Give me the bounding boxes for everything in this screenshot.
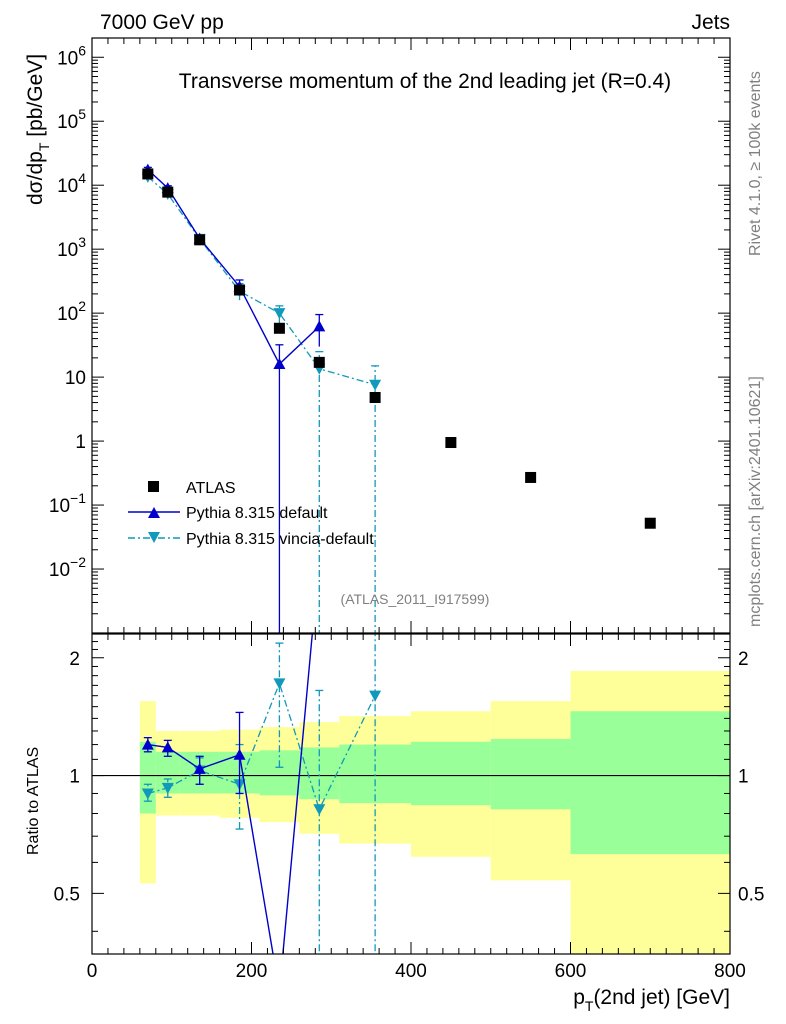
y-axis-label-main: dσ/dp [24,151,47,205]
y-axis-label-rest: [pb/GeV] [24,54,47,143]
analysis-watermark: (ATLAS_2011_I917599) [341,591,490,607]
ratio-vincia-point-6 [369,690,382,702]
y-tick-label-base-5: 10 [65,368,86,389]
y-axis-label-sub: T [36,142,52,151]
x-tick-label-3: 600 [555,961,587,982]
ratio-uncertainty-bands [92,671,730,954]
legend-marker-default [148,507,160,518]
atlas-point-6 [369,392,381,404]
y-tick-label-0: 106 [57,42,86,69]
series-vincia-line [147,176,376,386]
y-tick-label-exp-1: 5 [78,106,86,122]
legend-label-vincia: Pythia 8.315 vincia-default [186,531,374,548]
y-axis-label: dσ/dpT [pb/GeV] [24,54,52,205]
atlas-point-3 [234,284,246,296]
x-axis-label-main: p [573,986,585,1009]
legend-marker-vincia [148,532,160,543]
ratio-tick-label-right-1: 1 [738,767,749,788]
ratio-default-point-3 [233,748,246,760]
atlas-point-5 [313,356,325,368]
y-tick-label-5: 10 [65,368,86,389]
y-tick-label-8: 10−2 [49,554,86,581]
main-panel-data [141,163,656,633]
y-tick-label-base-4: 10 [57,304,78,325]
default-point-5 [313,320,326,332]
ratio-y-axis-label: Ratio to ATLAS [25,747,42,855]
y-tick-label-base-2: 10 [57,176,78,197]
y-tick-label-exp-4: 2 [78,298,86,314]
header-left: 7000 GeV pp [100,11,224,34]
ratio-tick-label-right-2: 0.5 [738,884,764,905]
y-tick-label-exp-8: −2 [70,554,86,570]
ratio-default-point-4 [273,986,285,997]
vincia-point-4 [273,308,286,320]
y-tick-label-base-0: 10 [57,48,78,69]
atlas-point-8 [525,471,537,483]
y-tick-label-base-3: 10 [57,240,78,261]
legend-marker-atlas [148,481,159,492]
band-green-4 [259,750,300,796]
ratio-default-point-0 [141,738,154,750]
ratio-default-point-2 [193,762,206,774]
y-tick-label-exp-2: 4 [78,170,86,186]
ratio-vincia-point-5 [313,804,326,816]
y-tick-label-base-8: 10 [49,560,70,581]
ratio-tick-label-left-2: 0.5 [54,884,80,905]
x-tick-label-4: 800 [714,961,746,982]
ratio-tick-label-left-1: 1 [69,767,80,788]
atlas-point-0 [142,168,154,180]
ratio-vincia-point-4 [273,678,286,690]
band-green-7 [411,741,491,806]
y-tick-label-base-7: 10 [49,496,70,517]
default-point-4 [273,358,286,370]
x-tick-label-2: 400 [395,961,427,982]
band-green-9 [570,711,730,855]
band-green-1 [155,751,180,794]
y-tick-label-exp-3: 3 [78,234,86,250]
legend-label-default: Pythia 8.315 default [186,505,328,522]
band-green-8 [490,739,571,810]
ratio-vincia-point-1 [161,782,174,794]
y-tick-label-2: 104 [57,170,86,197]
y-tick-label-base-6: 1 [75,432,86,453]
ratio-tick-label-left-0: 2 [69,649,80,670]
x-tick-label-1: 200 [236,961,268,982]
y-tick-label-3: 103 [57,234,86,261]
y-tick-label-exp-0: 6 [78,42,86,58]
series-default-line [147,169,320,366]
x-axis-label: pT(2nd jet) [GeV] [573,986,730,1014]
ratio-vincia-point-0 [141,788,154,800]
ratio-default-line [147,634,313,954]
y-tick-label-4: 102 [57,298,86,325]
header-right: Jets [691,11,730,34]
axes-ticks: 0 200 400 600 80010610510410310210110−110−22… [49,37,764,982]
mcplots-label: mcplots.cern.ch [arXiv:2401.10621] [747,376,764,627]
atlas-point-2 [194,234,206,246]
y-tick-label-1: 105 [57,106,86,133]
x-tick-label-0: 0 [87,961,98,982]
legend-label-atlas: ATLAS [186,480,236,497]
atlas-point-4 [273,322,285,334]
y-tick-label-7: 10−1 [49,490,86,517]
atlas-point-9 [644,517,656,529]
atlas-point-7 [445,437,457,449]
y-tick-label-exp-7: −1 [70,490,86,506]
vincia-point-6 [369,379,382,391]
band-green-0 [139,741,156,814]
ratio-default-point-1 [161,741,174,753]
x-axis-label-sub: T [585,998,594,1014]
y-tick-label-base-1: 10 [57,112,78,133]
chart-title: Transverse momentum of the 2nd leading j… [179,70,671,93]
y-tick-label-6: 1 [75,432,86,453]
rivet-label: Rivet 4.1.0, ≥ 100k events [747,71,764,256]
atlas-point-1 [162,186,174,198]
x-axis-label-rest: (2nd jet) [GeV] [593,986,730,1009]
legend: ATLAS Pythia 8.315 default Pythia 8.315 … [128,480,374,548]
ratio-tick-label-right-0: 2 [738,649,749,670]
ratio-panel-data [141,634,382,997]
